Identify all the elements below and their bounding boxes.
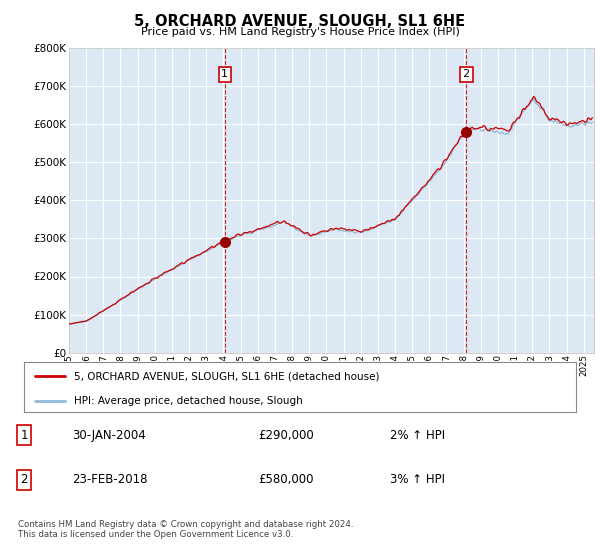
Text: 3% ↑ HPI: 3% ↑ HPI bbox=[390, 473, 445, 487]
Text: 1: 1 bbox=[20, 428, 28, 442]
Text: 2: 2 bbox=[463, 69, 470, 80]
Text: Contains HM Land Registry data © Crown copyright and database right 2024.
This d: Contains HM Land Registry data © Crown c… bbox=[18, 520, 353, 539]
Text: 1: 1 bbox=[221, 69, 228, 80]
Text: 23-FEB-2018: 23-FEB-2018 bbox=[72, 473, 148, 487]
Text: 2% ↑ HPI: 2% ↑ HPI bbox=[390, 428, 445, 442]
Text: £290,000: £290,000 bbox=[258, 428, 314, 442]
Text: £580,000: £580,000 bbox=[258, 473, 314, 487]
Text: Price paid vs. HM Land Registry's House Price Index (HPI): Price paid vs. HM Land Registry's House … bbox=[140, 27, 460, 37]
Text: 5, ORCHARD AVENUE, SLOUGH, SL1 6HE: 5, ORCHARD AVENUE, SLOUGH, SL1 6HE bbox=[134, 14, 466, 29]
Text: 2: 2 bbox=[20, 473, 28, 487]
Text: 30-JAN-2004: 30-JAN-2004 bbox=[72, 428, 146, 442]
Text: HPI: Average price, detached house, Slough: HPI: Average price, detached house, Slou… bbox=[74, 396, 302, 406]
Text: 5, ORCHARD AVENUE, SLOUGH, SL1 6HE (detached house): 5, ORCHARD AVENUE, SLOUGH, SL1 6HE (deta… bbox=[74, 371, 379, 381]
